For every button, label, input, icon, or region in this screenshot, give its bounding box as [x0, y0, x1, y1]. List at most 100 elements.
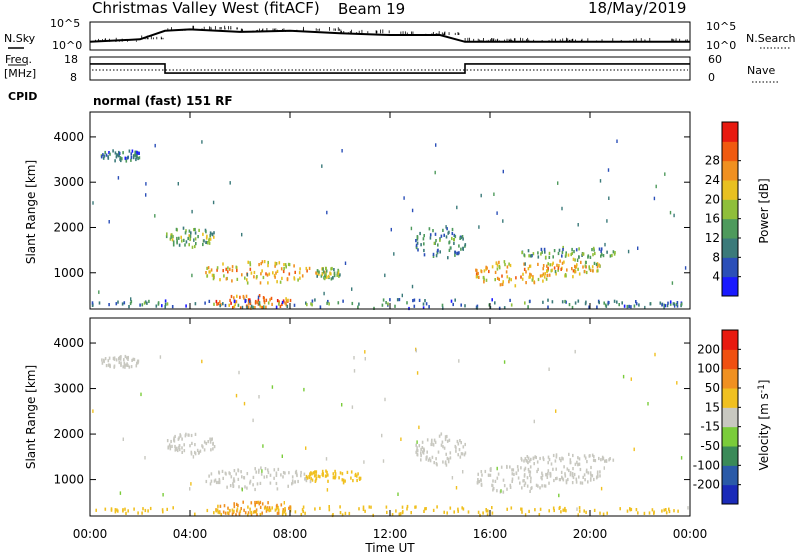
rti-cell — [393, 252, 395, 256]
rti-cell — [176, 239, 178, 243]
rti-cell — [123, 361, 126, 365]
rti-cell — [574, 265, 577, 269]
rti-cell — [446, 439, 449, 443]
rti-cell — [607, 300, 609, 305]
rti-cell — [612, 458, 615, 462]
rti-cell — [591, 474, 594, 478]
rti-cell — [225, 277, 228, 281]
rti-cell — [638, 303, 640, 307]
rti-cell — [450, 299, 453, 303]
rti-cell — [540, 252, 542, 256]
rti-cell — [595, 262, 598, 267]
rti-cell — [213, 511, 215, 515]
rti-cell — [227, 511, 229, 515]
rti-cell — [127, 355, 129, 360]
rti-cell — [575, 480, 578, 484]
rti-cell — [502, 490, 505, 494]
velocity-colorbar-tick-label: 100 — [697, 362, 720, 376]
power-colorbar-tick-label: 8 — [712, 250, 720, 264]
rti-cell — [478, 275, 480, 279]
rti-cell — [103, 359, 105, 364]
rti-cell — [464, 243, 467, 247]
rti-cell — [633, 447, 635, 452]
rti-cell — [205, 236, 208, 240]
power-colorbar-tick-label: 28 — [705, 154, 720, 168]
rti-cell — [253, 270, 256, 275]
rti-cell — [643, 511, 646, 515]
rti-cell — [552, 467, 554, 471]
rti-cell — [213, 273, 215, 277]
rti-cell — [655, 184, 657, 189]
x-tick-label: 04:00 — [173, 527, 208, 541]
rti-cell — [539, 456, 541, 461]
rti-cell — [573, 250, 575, 254]
rti-cell — [527, 467, 530, 472]
rti-cell — [198, 228, 200, 232]
rti-cell — [510, 506, 513, 510]
rti-cell — [572, 257, 575, 261]
rti-cell — [647, 402, 649, 406]
rti-cell — [680, 456, 683, 460]
rti-cell — [530, 254, 533, 258]
rti-cell — [176, 241, 178, 245]
rti-cell — [256, 300, 259, 304]
rti-cell — [351, 301, 354, 306]
rti-cell — [126, 362, 128, 366]
rti-cell — [119, 491, 122, 495]
rti-cell — [431, 438, 433, 442]
rti-cell — [547, 455, 550, 459]
rti-cell — [529, 480, 532, 484]
rti-cell — [127, 509, 129, 513]
rti-cell — [269, 481, 272, 485]
rti-cell — [305, 446, 307, 450]
rti-cell — [444, 437, 447, 442]
rti-cell — [92, 409, 94, 413]
rti-cell — [225, 267, 227, 271]
rti-cell — [277, 505, 279, 509]
rti-cell — [587, 480, 589, 484]
rti-cell — [236, 509, 238, 513]
rti-cell — [128, 149, 131, 153]
rti-cell — [511, 472, 514, 476]
rti-cell — [562, 508, 564, 512]
rti-cell — [244, 299, 247, 304]
rti-cell — [127, 357, 129, 361]
rti-cell — [566, 268, 568, 272]
rti-cell — [166, 507, 168, 511]
rti-cell — [542, 279, 544, 283]
rti-cell — [194, 512, 196, 516]
rti-cell — [287, 484, 289, 488]
rti-cell — [590, 473, 592, 477]
rti-cell — [509, 485, 512, 489]
rti-cell — [191, 245, 194, 249]
rti-cell — [265, 272, 267, 276]
rti-cell — [437, 248, 439, 252]
velocity-colorbar-tick-label: 50 — [705, 381, 720, 395]
rti-cell — [108, 220, 110, 224]
rti-cell — [261, 469, 263, 473]
rti-cell — [213, 231, 215, 235]
rti-cell — [673, 302, 676, 306]
rti-cell — [673, 213, 675, 218]
rti-cell — [324, 274, 326, 278]
rti-cell — [521, 277, 524, 281]
rti-cell — [333, 271, 336, 275]
rti-cell — [277, 508, 280, 512]
rti-cell — [525, 270, 527, 274]
rti-cell — [406, 507, 408, 511]
rti-cell — [283, 267, 285, 271]
freq-right-tick-bottom: 0 — [708, 71, 715, 84]
rti-cell — [541, 484, 543, 488]
rti-cell — [206, 266, 208, 270]
rti-cell — [302, 509, 304, 514]
rti-cell — [548, 509, 550, 513]
rti-cell — [315, 478, 317, 482]
rti-cell — [162, 493, 164, 497]
rti-cell — [529, 275, 532, 279]
rti-cell — [271, 506, 273, 510]
rti-cell — [236, 277, 239, 281]
rti-cell — [123, 363, 126, 367]
rti-cell — [529, 264, 532, 268]
rti-cell — [436, 251, 439, 255]
